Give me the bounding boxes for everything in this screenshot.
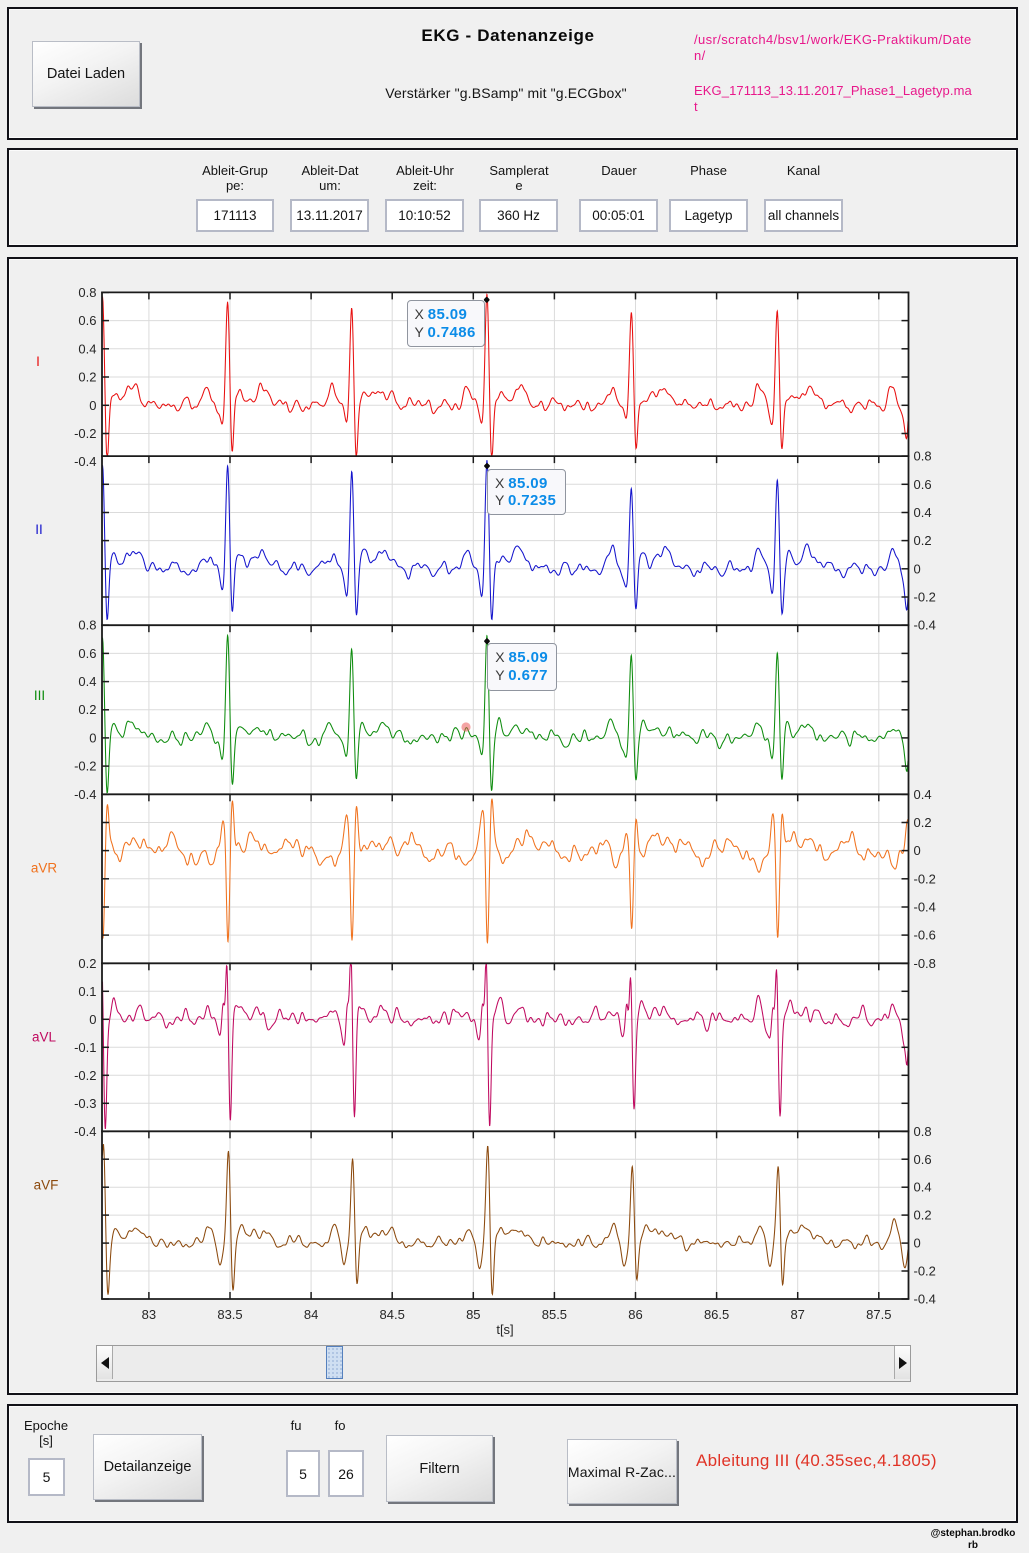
svg-text:t[s]: t[s] bbox=[496, 1322, 513, 1337]
svg-text:0.4: 0.4 bbox=[914, 787, 932, 802]
svg-text:0.4: 0.4 bbox=[78, 341, 96, 356]
svg-text:85.5: 85.5 bbox=[542, 1307, 567, 1322]
svg-text:0.6: 0.6 bbox=[914, 477, 932, 492]
svg-text:0.4: 0.4 bbox=[914, 505, 932, 520]
svg-text:0.6: 0.6 bbox=[78, 313, 96, 328]
svg-text:86: 86 bbox=[628, 1307, 642, 1322]
svg-text:-0.4: -0.4 bbox=[914, 900, 936, 915]
svg-text:-0.2: -0.2 bbox=[74, 759, 96, 774]
svg-text:-0.2: -0.2 bbox=[914, 871, 936, 886]
svg-text:0.6: 0.6 bbox=[78, 646, 96, 661]
svg-text:0.8: 0.8 bbox=[78, 285, 96, 300]
svg-text:84: 84 bbox=[304, 1307, 318, 1322]
svg-text:-0.4: -0.4 bbox=[74, 1124, 96, 1139]
svg-text:85: 85 bbox=[466, 1307, 480, 1322]
svg-text:aVL: aVL bbox=[32, 1030, 57, 1045]
svg-text:I: I bbox=[36, 354, 40, 369]
svg-text:0.2: 0.2 bbox=[914, 815, 932, 830]
svg-text:0.4: 0.4 bbox=[914, 1180, 932, 1195]
svg-text:0: 0 bbox=[89, 730, 96, 745]
svg-text:-0.2: -0.2 bbox=[914, 590, 936, 605]
svg-text:-0.4: -0.4 bbox=[914, 618, 936, 633]
svg-text:86.5: 86.5 bbox=[704, 1307, 729, 1322]
svg-text:87.5: 87.5 bbox=[866, 1307, 891, 1322]
svg-text:0.2: 0.2 bbox=[78, 702, 96, 717]
svg-text:0.2: 0.2 bbox=[78, 956, 96, 971]
svg-text:0.2: 0.2 bbox=[78, 370, 96, 385]
svg-text:83: 83 bbox=[142, 1307, 156, 1322]
svg-text:-0.3: -0.3 bbox=[74, 1096, 96, 1111]
svg-text:-0.8: -0.8 bbox=[914, 956, 936, 971]
svg-text:0: 0 bbox=[89, 1012, 96, 1027]
svg-text:87: 87 bbox=[790, 1307, 804, 1322]
svg-text:-0.4: -0.4 bbox=[914, 1292, 936, 1307]
svg-text:0.2: 0.2 bbox=[914, 533, 932, 548]
svg-text:0: 0 bbox=[89, 398, 96, 413]
svg-text:0.8: 0.8 bbox=[914, 1124, 932, 1139]
svg-text:-0.1: -0.1 bbox=[74, 1040, 96, 1055]
svg-text:0.8: 0.8 bbox=[78, 618, 96, 633]
svg-text:0: 0 bbox=[914, 843, 921, 858]
svg-text:-0.2: -0.2 bbox=[74, 426, 96, 441]
svg-text:83.5: 83.5 bbox=[217, 1307, 242, 1322]
svg-text:-0.6: -0.6 bbox=[914, 928, 936, 943]
svg-text:III: III bbox=[34, 688, 45, 703]
svg-text:aVR: aVR bbox=[31, 861, 58, 876]
svg-text:0.6: 0.6 bbox=[914, 1152, 932, 1167]
svg-text:0.2: 0.2 bbox=[914, 1208, 932, 1223]
svg-text:0: 0 bbox=[914, 1236, 921, 1251]
svg-text:84.5: 84.5 bbox=[380, 1307, 405, 1322]
svg-text:0.8: 0.8 bbox=[914, 449, 932, 464]
svg-text:-0.4: -0.4 bbox=[74, 454, 96, 469]
svg-text:-0.4: -0.4 bbox=[74, 787, 96, 802]
svg-text:-0.2: -0.2 bbox=[914, 1264, 936, 1279]
svg-text:0.1: 0.1 bbox=[78, 984, 96, 999]
svg-text:aVF: aVF bbox=[34, 1178, 59, 1193]
svg-text:-0.2: -0.2 bbox=[74, 1068, 96, 1083]
svg-text:0.4: 0.4 bbox=[78, 674, 96, 689]
svg-text:II: II bbox=[35, 522, 43, 537]
svg-text:0: 0 bbox=[914, 561, 921, 576]
